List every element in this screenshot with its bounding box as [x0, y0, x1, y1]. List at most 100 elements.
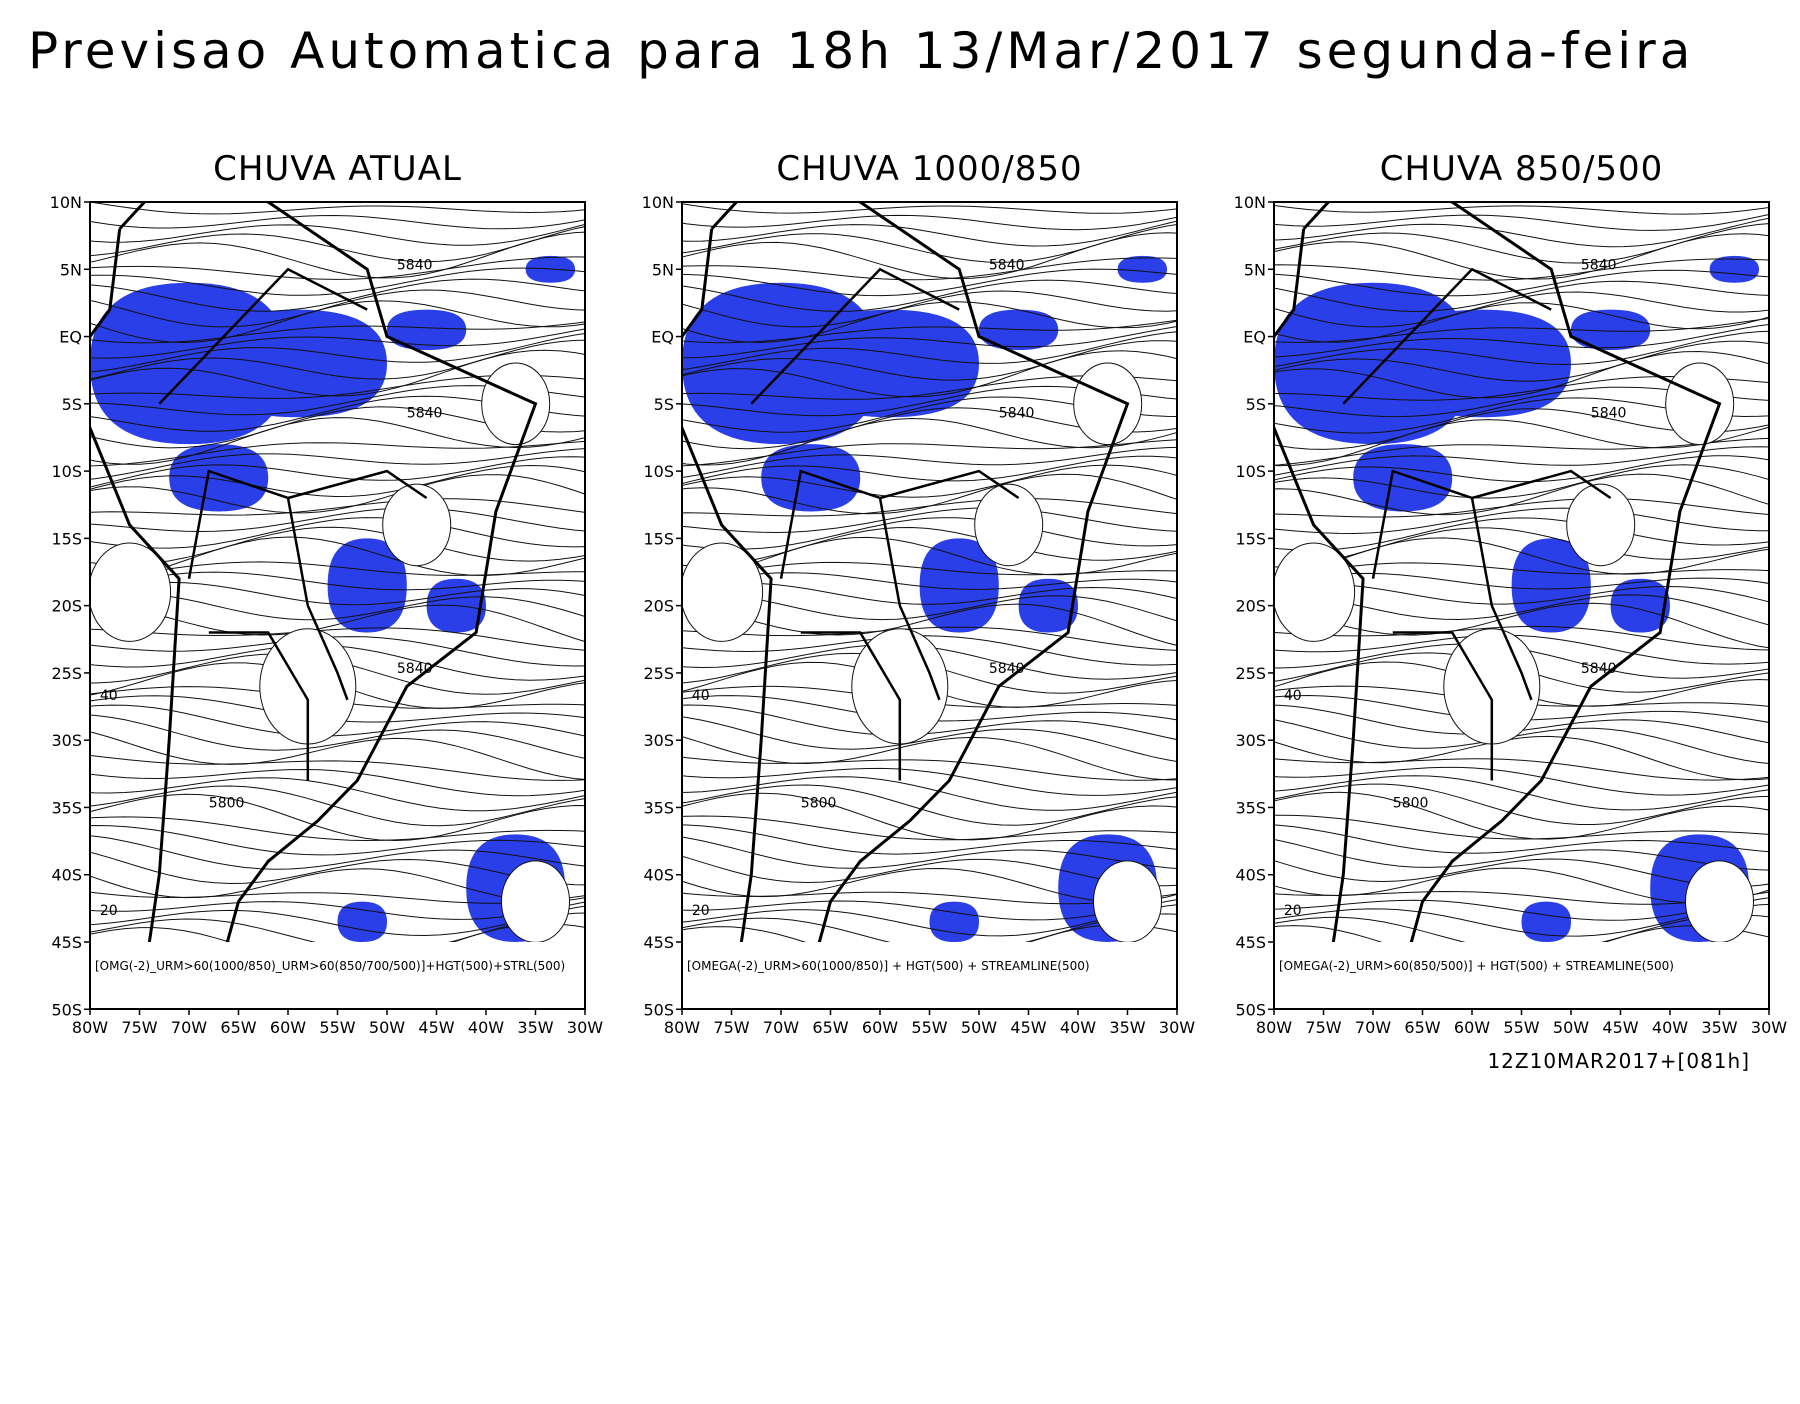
streamline — [682, 301, 1177, 343]
streamline — [1274, 824, 1769, 854]
streamline — [682, 815, 1177, 841]
lon-label: 50W — [961, 1018, 997, 1037]
lon-label: 60W — [270, 1018, 306, 1037]
lon-label: 50W — [369, 1018, 405, 1037]
streamline — [682, 756, 1177, 781]
lon-label: 40W — [1060, 1018, 1096, 1037]
rain-area — [1709, 255, 1760, 283]
contour-label: 5840 — [397, 257, 433, 273]
streamline — [682, 855, 1177, 887]
streamline — [682, 350, 1177, 398]
lon-label: 55W — [319, 1018, 355, 1037]
lon-label: 65W — [1404, 1018, 1440, 1037]
contour-label: 5840 — [1591, 405, 1627, 421]
streamline — [90, 816, 585, 842]
border — [879, 469, 1020, 500]
streamline — [1274, 507, 1769, 535]
lat-label: 15S — [1235, 529, 1266, 548]
streamline — [1274, 473, 1769, 516]
contour-label: 5840 — [999, 405, 1035, 421]
lat-label: 25S — [643, 664, 674, 683]
streamline — [90, 349, 585, 397]
vortex — [382, 483, 452, 567]
streamline — [682, 319, 1177, 344]
contour-label: 5840 — [1581, 257, 1617, 273]
streamline — [90, 824, 585, 856]
lon-label: 55W — [911, 1018, 947, 1037]
streamline — [682, 203, 1177, 214]
streamline — [90, 231, 585, 279]
page-title: Previsao Automatica para 18h 13/Mar/2017… — [28, 22, 1694, 80]
streamline — [1274, 340, 1769, 382]
streamline — [682, 232, 1177, 280]
panel-title: CHUVA 1000/850 — [776, 149, 1082, 189]
streamline — [90, 448, 585, 480]
streamline — [682, 824, 1177, 855]
lon-label: 30W — [1751, 1018, 1787, 1037]
lat-label: 35S — [643, 798, 674, 817]
vortex — [974, 483, 1044, 567]
lon-label: 80W — [664, 1018, 700, 1037]
coastline — [90, 202, 538, 942]
lat-label: 15S — [51, 529, 82, 548]
rain-area — [1353, 444, 1453, 512]
streamline — [1274, 634, 1769, 665]
contour-label: 5800 — [801, 795, 837, 811]
vortex — [501, 860, 570, 942]
border — [1392, 631, 1494, 781]
rain-area — [1521, 901, 1571, 942]
streamline — [90, 835, 585, 870]
border — [158, 267, 368, 405]
lon-label: 70W — [1355, 1018, 1391, 1037]
lat-label: EQ — [59, 328, 82, 347]
border — [750, 267, 960, 405]
streamline — [1274, 464, 1769, 499]
lat-label: 30S — [643, 731, 674, 750]
contour-label: 40 — [1284, 688, 1302, 704]
rain-area — [761, 444, 861, 512]
lon-label: 70W — [171, 1018, 207, 1037]
lat-label: 5N — [60, 260, 82, 279]
map-panel: CHUVA ATUAL 5840 5840 5800 5840 20 40 [OMG(-2)_… — [50, 149, 604, 1037]
vortex — [1566, 483, 1636, 567]
streamline — [1274, 498, 1769, 518]
streamline — [1274, 537, 1769, 581]
streamline — [90, 714, 585, 759]
lon-label: 45W — [418, 1018, 454, 1037]
contour-label: 40 — [692, 688, 710, 704]
legend-strip — [682, 942, 1177, 1009]
streamline — [682, 716, 1177, 762]
lon-label: 80W — [72, 1018, 108, 1037]
streamline — [682, 603, 1177, 646]
streamline — [682, 446, 1177, 479]
rain-area — [387, 309, 467, 350]
streamline — [682, 326, 1177, 359]
streamline — [90, 731, 585, 780]
lat-label: 10S — [643, 462, 674, 481]
streamline — [90, 912, 585, 942]
streamline — [682, 464, 1177, 498]
lat-label: 25S — [51, 664, 82, 683]
streamline — [90, 905, 585, 937]
streamline — [1274, 925, 1769, 942]
streamline — [90, 636, 585, 667]
lat-label: 35S — [1235, 798, 1266, 817]
streamline — [682, 507, 1177, 534]
streamline — [1274, 527, 1769, 568]
streamline — [682, 214, 1177, 231]
streamline — [90, 754, 585, 781]
contour-label: 5840 — [397, 661, 433, 677]
streamline — [90, 321, 585, 344]
contour-label: 40 — [100, 688, 118, 704]
streamline — [90, 851, 585, 886]
border — [1371, 469, 1533, 701]
streamline — [682, 767, 1177, 796]
streamline — [1274, 437, 1769, 466]
streamline — [682, 635, 1177, 666]
border — [779, 469, 941, 701]
streamline — [90, 627, 585, 651]
rain-area — [800, 309, 979, 418]
rain-area — [1511, 538, 1591, 633]
lat-label: 50S — [643, 1000, 674, 1019]
streamline — [1274, 758, 1769, 781]
